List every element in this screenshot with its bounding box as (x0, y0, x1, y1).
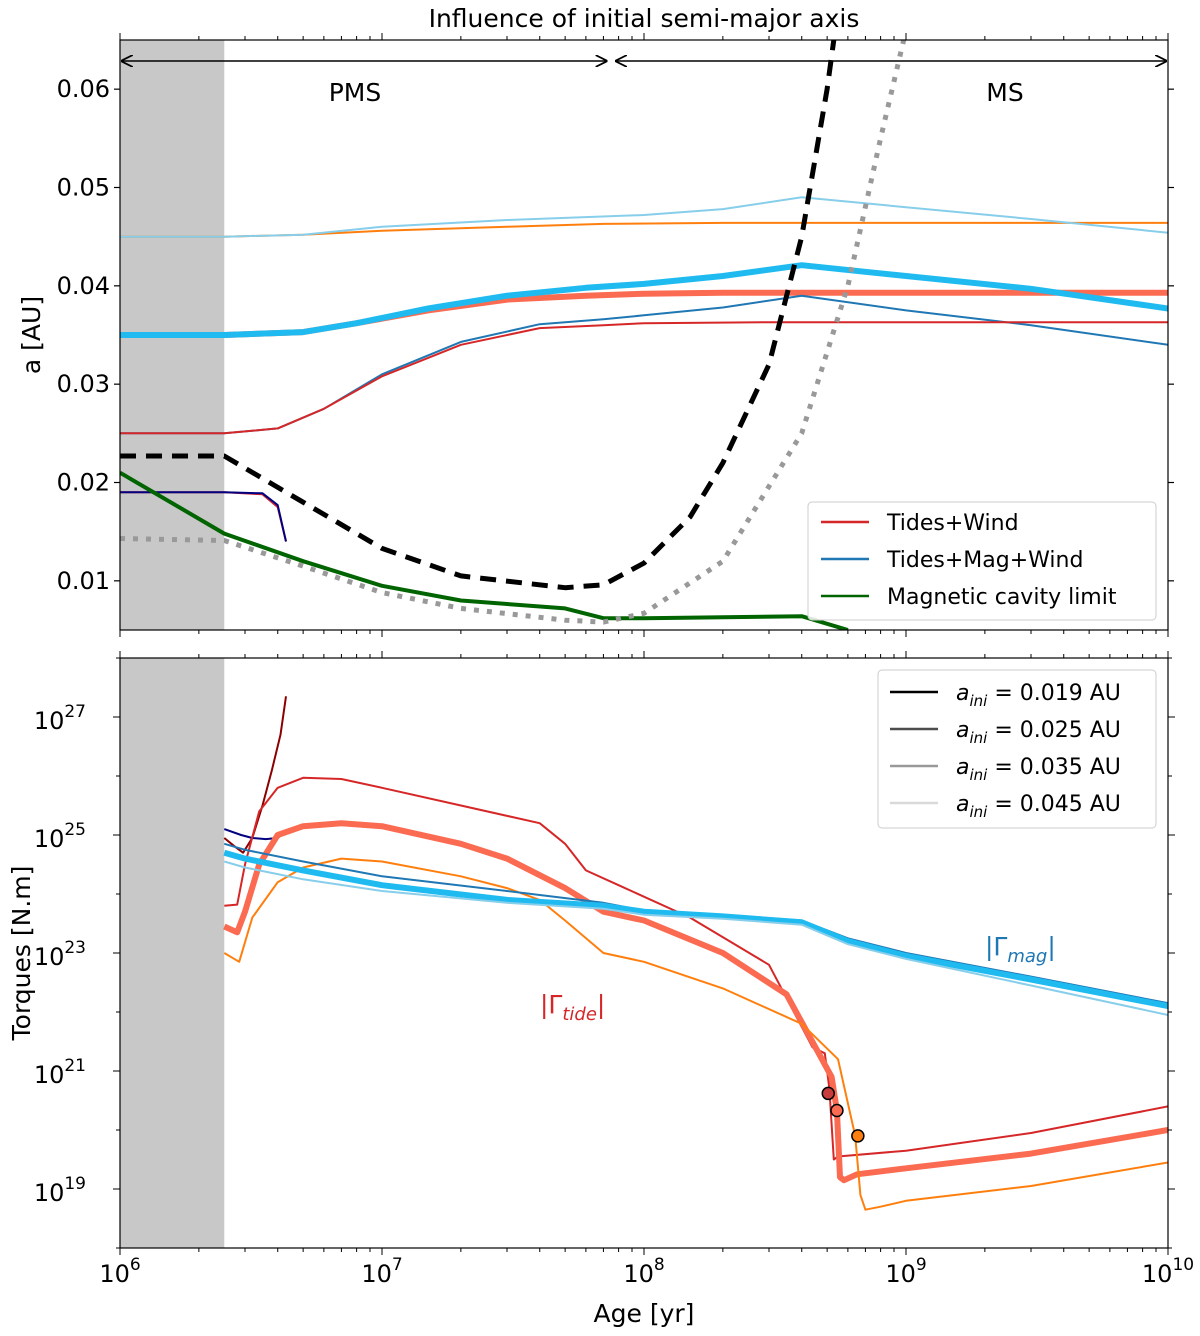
top-x-ticks (119, 33, 1169, 637)
x-tick-label: 108 (623, 1255, 664, 1288)
bottom-legend-box (877, 669, 1157, 829)
bottom-frame (119, 657, 1169, 1249)
bottom-y-tick-label: 1027 (34, 702, 86, 735)
bottom-y-tick-label: 1023 (34, 938, 86, 971)
bottom-panel: 1019 1021 1023 1025 1027 106 107 108 109 1010 Ag… (7, 651, 1194, 1328)
bottom-y-tick-label: 1021 (34, 1056, 86, 1089)
top-y-tick-label: 0.03 (57, 370, 110, 398)
series-line-a019-mag (120, 491, 287, 542)
bottom-y-axis-label: Torques [N.m] (7, 866, 36, 1042)
series-line-corotation (120, 40, 837, 591)
series-line-a035-wind (120, 289, 1168, 338)
engulfment-marker (821, 1086, 836, 1101)
series-line-a035-mag (120, 262, 1168, 338)
bottom-y-tick-label: 1019 (34, 1174, 86, 1207)
legend-label-aini: aini = 0.045 AU (956, 792, 1121, 821)
x-tick-label: 109 (885, 1255, 926, 1288)
legend-label-aini: aini = 0.025 AU (956, 718, 1121, 747)
top-y-tick-label: 0.06 (57, 75, 110, 103)
legend-label-tides-wind: Tides+Wind (886, 511, 1019, 536)
x-axis-label: Age [yr] (594, 1299, 695, 1328)
top-panel: Influence of initial semi-major axis PMS… (17, 4, 1174, 637)
pms-label: PMS (329, 78, 382, 107)
tide-torque-label: |Γtide| (540, 990, 605, 1025)
engulfment-marker (830, 1103, 844, 1118)
series-line-a025-mag (120, 294, 1168, 435)
bottom-shaded-region (120, 658, 225, 1248)
series-line-tide-035 (223, 820, 1168, 1184)
x-tick-label: 106 (99, 1255, 140, 1288)
legend-label-aini: aini = 0.019 AU (956, 681, 1121, 710)
legend-label-cavity: Magnetic cavity limit (887, 585, 1117, 610)
series-line-a045-mag (120, 196, 1168, 238)
series-line-tide-025 (224, 776, 1168, 1161)
series-line-a025-wind (120, 321, 1168, 435)
x-tick-label: 1010 (1142, 1255, 1194, 1288)
bottom-series-group (223, 696, 1168, 1211)
top-y-tick-label: 0.01 (57, 567, 110, 595)
top-y-tick-label: 0.02 (57, 469, 110, 497)
chart-title: Influence of initial semi-major axis (429, 4, 860, 33)
top-legend: Tides+Wind Tides+Mag+Wind Magnetic cavit… (807, 501, 1157, 621)
series-line-roche (120, 40, 907, 625)
bottom-legend: aini = 0.019 AU aini = 0.025 AU aini = 0.0… (877, 669, 1157, 829)
legend-label-tides-mag-wind: Tides+Mag+Wind (886, 548, 1083, 573)
top-y-ticks: 0.01 0.02 0.03 0.04 0.05 0.06 (57, 75, 1174, 595)
series-line-cavity (120, 470, 849, 630)
bottom-y-tick-label: 1025 (34, 820, 86, 853)
series-line-mag-035 (223, 849, 1168, 1010)
engulfment-marker (851, 1129, 865, 1143)
top-series-group (120, 40, 1168, 630)
top-y-tick-label: 0.05 (57, 174, 110, 202)
x-tick-label: 107 (361, 1255, 402, 1288)
mag-torque-label: |Γmag| (985, 932, 1056, 967)
top-y-tick-label: 0.04 (57, 272, 110, 300)
top-y-axis-label: a [AU] (17, 296, 46, 374)
legend-label-aini: aini = 0.035 AU (956, 755, 1121, 784)
series-line-mag-045 (224, 860, 1168, 1016)
series-line-tide-045 (223, 857, 1168, 1211)
ms-label: MS (986, 78, 1023, 107)
top-frame (119, 39, 1169, 631)
top-legend-box (807, 501, 1157, 621)
bottom-markers (821, 1086, 865, 1143)
